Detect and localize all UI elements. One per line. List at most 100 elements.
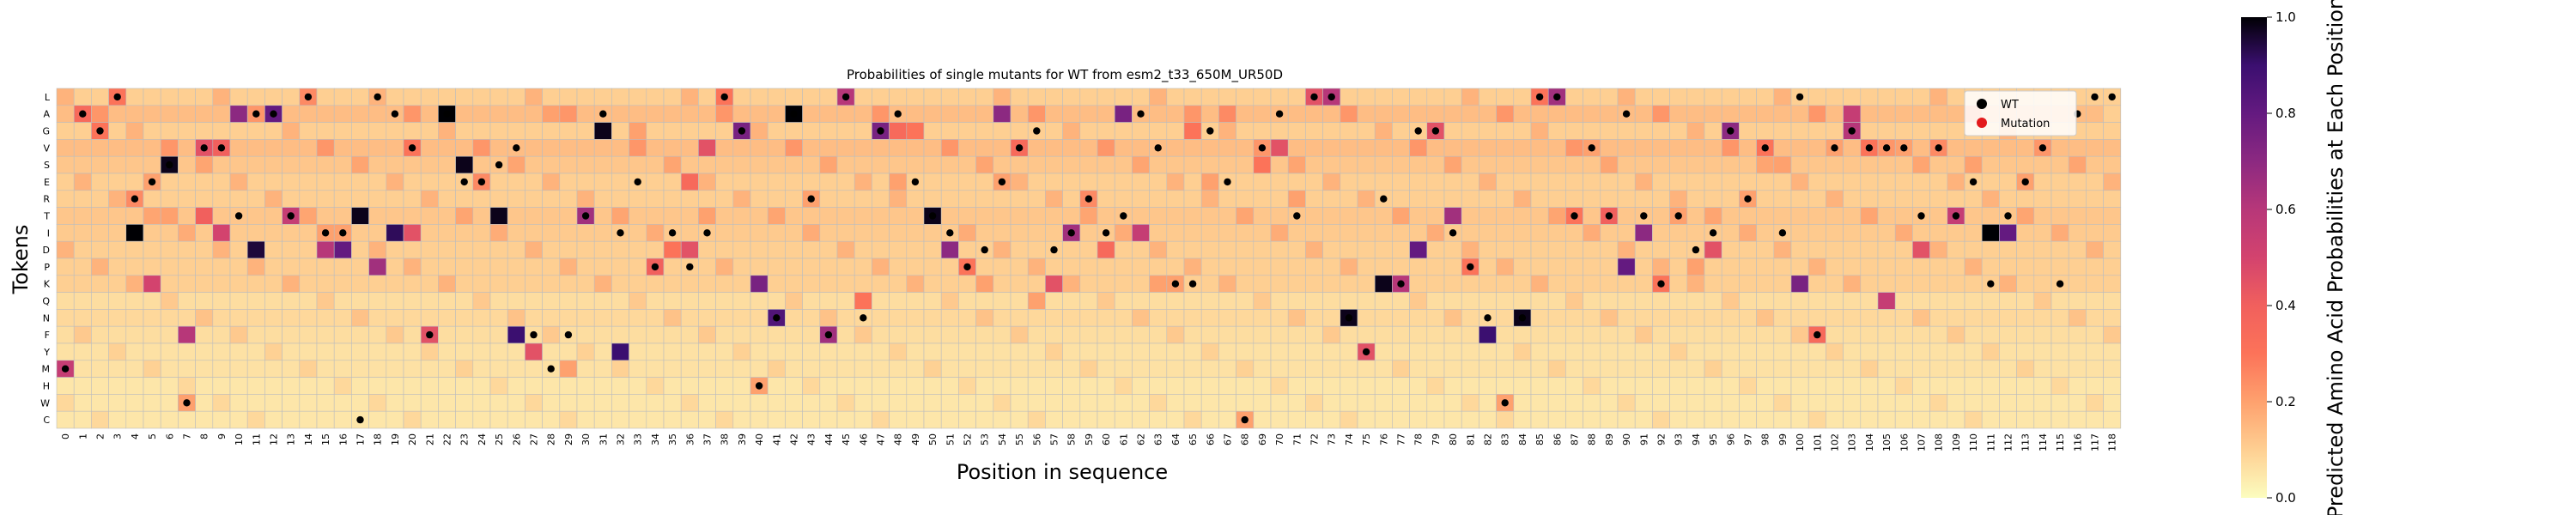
heatmap-cell [906,122,925,140]
heatmap-cell [1149,360,1168,378]
heatmap-cell [663,190,682,208]
x-tick-label: 110 [1968,433,1979,451]
heatmap-cell [1583,240,1601,259]
heatmap-cell [1565,139,1583,157]
heatmap-cell [195,88,214,106]
heatmap-cell [854,155,872,174]
heatmap-cell [229,240,248,259]
heatmap-cell [1912,258,1930,276]
heatmap-cell [1027,410,1046,429]
heatmap-cell [1149,122,1168,140]
heatmap-cell [576,122,595,140]
heatmap-cell [1912,155,1930,174]
heatmap-cell [1790,240,1809,259]
heatmap-cell [316,88,335,106]
heatmap-cell [229,173,248,191]
heatmap-cell [2068,173,2087,191]
heatmap-cell [1669,360,1688,378]
heatmap-cell [525,224,543,242]
heatmap-cell [854,410,872,429]
heatmap-cell [1860,88,1879,106]
heatmap-cell [403,190,422,208]
heatmap-cell [282,292,301,310]
heatmap-cell [1877,258,1896,276]
heatmap-cell [73,292,92,310]
heatmap-cell [1027,275,1046,293]
wt-marker [1345,314,1353,322]
heatmap-cell [1409,309,1428,327]
legend-mutation-marker [1977,118,1987,128]
heatmap-cell [1305,325,1323,344]
heatmap-cell [1999,342,2017,361]
heatmap-cell [1149,190,1168,208]
heatmap-cell [420,410,439,429]
heatmap-cell [73,309,92,327]
heatmap-cell [1496,88,1515,106]
heatmap-cell [420,292,439,310]
heatmap-cell [906,88,925,106]
heatmap-cell [2086,410,2104,429]
heatmap-cell [698,377,716,395]
heatmap-cell [1461,224,1479,242]
heatmap-cell [1634,122,1653,140]
heatmap-cell [1236,360,1255,378]
heatmap-cell [1097,173,1115,191]
x-tick-label: 34 [650,433,661,445]
heatmap-cell [246,240,265,259]
heatmap-cell [593,122,612,140]
heatmap-cell [125,377,144,395]
heatmap-cell [1600,173,1619,191]
heatmap-cell [958,325,976,344]
heatmap-cell [1686,105,1705,123]
heatmap-cell [91,207,109,225]
y-tick-label: W [40,397,50,409]
heatmap-cell [1045,105,1063,123]
heatmap-cell [1999,309,2017,327]
heatmap-cell [732,240,751,259]
heatmap-cell [1253,190,1272,208]
heatmap-cell [819,342,838,361]
heatmap-cell [1686,207,1705,225]
heatmap-cell [1253,325,1272,344]
heatmap-cell [785,410,803,429]
heatmap-cell [1287,224,1306,242]
heatmap-cell [1132,139,1150,157]
heatmap-cell [542,88,561,106]
heatmap-cell [2016,139,2035,157]
heatmap-cell [732,410,751,429]
legend: WT Mutation [1964,90,2077,136]
heatmap-cell [732,275,751,293]
heatmap-cell [680,207,699,225]
heatmap-cell [1149,258,1168,276]
heatmap-cell [1010,207,1029,225]
heatmap-cell [229,309,248,327]
heatmap-cell [2068,360,2087,378]
heatmap-cell [1322,122,1341,140]
x-tick-label: 56 [1031,433,1042,445]
heatmap-cell [1860,155,1879,174]
heatmap-cell [1652,207,1670,225]
heatmap-cell [1669,394,1688,412]
heatmap-cell [1461,360,1479,378]
heatmap-cell [1634,258,1653,276]
heatmap-cell [178,292,196,310]
heatmap-cell [2068,325,2087,344]
heatmap-cell [767,360,786,378]
heatmap-cell [143,342,161,361]
heatmap-cell [1097,292,1115,310]
x-tick-label: 33 [633,433,644,445]
x-tick-label: 102 [1830,433,1841,451]
heatmap-cell [178,224,196,242]
heatmap-cell [975,325,994,344]
heatmap-cell [1981,190,2000,208]
heatmap-cell [1600,105,1619,123]
heatmap-cell [593,155,612,174]
heatmap-cell [1739,155,1757,174]
heatmap-cell [1530,360,1549,378]
heatmap-cell [1565,240,1583,259]
wt-marker [1154,144,1162,152]
heatmap-cell [1669,275,1688,293]
heatmap-cell [1183,325,1202,344]
heatmap-cell [1340,325,1358,344]
heatmap-cell [282,122,301,140]
